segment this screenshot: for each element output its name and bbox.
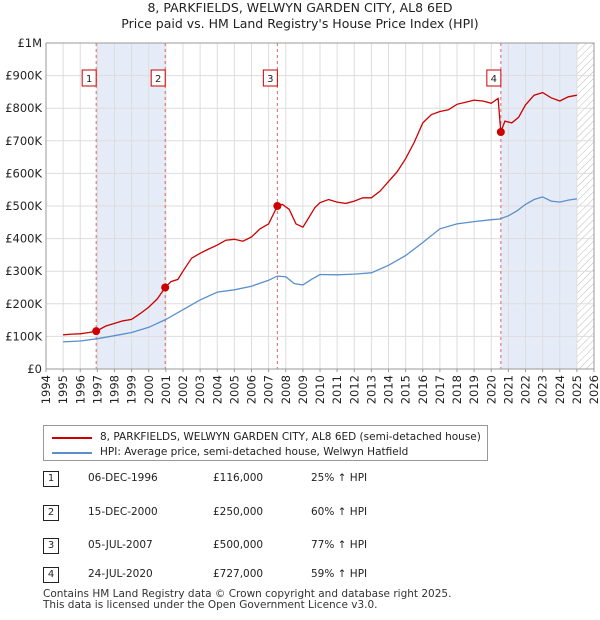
transaction-number: 2 bbox=[43, 505, 59, 521]
transaction-number: 1 bbox=[43, 471, 59, 487]
transaction-label-box bbox=[262, 69, 278, 87]
y-tick-label: £300K bbox=[5, 264, 42, 278]
transaction-number: 3 bbox=[43, 538, 59, 554]
x-tick-label: 2005 bbox=[227, 375, 241, 404]
transaction-date: 15-DEC-2000 bbox=[88, 506, 158, 518]
footer: Contains HM Land Registry data © Crown c… bbox=[43, 589, 451, 611]
legend-label-property: 8, PARKFIELDS, WELWYN GARDEN CITY, AL8 6… bbox=[100, 431, 481, 443]
transaction-price: £727,000 bbox=[213, 568, 264, 580]
x-tick-label: 2001 bbox=[159, 375, 173, 404]
y-tick-label: £600K bbox=[5, 166, 42, 180]
x-tick-label: 2008 bbox=[279, 375, 293, 404]
transaction-label-box bbox=[81, 69, 97, 87]
x-tick-label: 2016 bbox=[416, 375, 430, 404]
property-price-line bbox=[63, 91, 578, 336]
y-tick-label: £100K bbox=[5, 329, 42, 343]
x-tick-label: 2022 bbox=[519, 375, 533, 404]
x-tick-label: 2020 bbox=[484, 375, 498, 404]
x-tick-label: 2012 bbox=[347, 375, 361, 404]
transaction-date: 06-DEC-1996 bbox=[88, 472, 158, 484]
x-tick-label: 1998 bbox=[108, 375, 122, 404]
transaction-point bbox=[496, 127, 505, 136]
x-tick-label: 2013 bbox=[364, 375, 378, 404]
transaction-hpi-change: 77% ↑ HPI bbox=[311, 539, 368, 551]
transaction-label: 1 bbox=[86, 74, 92, 85]
transaction-date: 24-JUL-2020 bbox=[88, 568, 153, 580]
x-tick-label: 2010 bbox=[313, 375, 327, 404]
y-tick-label: £400K bbox=[5, 232, 42, 246]
y-tick-label: £200K bbox=[5, 297, 42, 311]
x-tick-label: 1995 bbox=[56, 375, 70, 404]
transaction-row: 3 05-JUL-2007 £500,000 77% ↑ HPI bbox=[43, 538, 443, 558]
x-tick-label: 2007 bbox=[262, 375, 276, 404]
hpi-line bbox=[63, 196, 577, 343]
legend-label-hpi: HPI: Average price, semi-detached house,… bbox=[100, 446, 409, 458]
transaction-price: £116,000 bbox=[213, 472, 264, 484]
transaction-row: 4 24-JUL-2020 £727,000 59% ↑ HPI bbox=[43, 567, 443, 587]
x-tick-label: 2018 bbox=[450, 375, 464, 404]
y-tick-label: £900K bbox=[5, 69, 42, 83]
x-tick-label: 2002 bbox=[176, 375, 190, 404]
transaction-point bbox=[273, 202, 282, 210]
chart-title-line1: 8, PARKFIELDS, WELWYN GARDEN CITY, AL8 6… bbox=[147, 0, 452, 15]
transaction-label-box bbox=[150, 69, 166, 87]
y-tick-label: £0 bbox=[27, 362, 42, 376]
legend-swatch-hpi bbox=[52, 452, 92, 454]
transaction-point bbox=[161, 283, 170, 292]
x-tick-label: 2009 bbox=[296, 375, 310, 404]
x-tick-label: 1994 bbox=[39, 375, 53, 404]
x-tick-label: 2021 bbox=[501, 375, 515, 404]
transaction-label: 3 bbox=[267, 74, 273, 85]
x-tick-label: 2026 bbox=[587, 375, 600, 404]
footer-line2: This data is licensed under the Open Gov… bbox=[43, 599, 378, 611]
legend-swatch-property bbox=[52, 437, 92, 439]
transaction-hpi-change: 25% ↑ HPI bbox=[311, 472, 368, 484]
x-tick-label: 2024 bbox=[553, 375, 567, 404]
transaction-label-box bbox=[486, 69, 502, 87]
x-tick-label: 2004 bbox=[210, 375, 224, 404]
transaction-price: £500,000 bbox=[213, 539, 264, 551]
transaction-hpi-change: 59% ↑ HPI bbox=[311, 568, 368, 580]
transaction-number: 4 bbox=[43, 567, 59, 583]
transaction-label: 4 bbox=[491, 74, 497, 85]
y-tick-label: £1M bbox=[17, 36, 42, 50]
x-tick-label: 2006 bbox=[245, 375, 259, 404]
x-tick-label: 2011 bbox=[330, 375, 344, 404]
transaction-date: 05-JUL-2007 bbox=[88, 539, 153, 551]
transaction-hpi-change: 60% ↑ HPI bbox=[311, 506, 368, 518]
transaction-row: 2 15-DEC-2000 £250,000 60% ↑ HPI bbox=[43, 505, 443, 525]
transaction-label: 2 bbox=[155, 74, 161, 85]
x-tick-label: 2000 bbox=[142, 375, 156, 404]
x-tick-label: 2003 bbox=[193, 375, 207, 404]
x-tick-label: 1996 bbox=[73, 375, 87, 404]
x-tick-label: 1999 bbox=[125, 375, 139, 404]
x-tick-label: 2023 bbox=[536, 375, 550, 404]
x-tick-label: 2019 bbox=[467, 375, 481, 404]
footer-line1: Contains HM Land Registry data © Crown c… bbox=[43, 588, 452, 600]
y-tick-label: £800K bbox=[5, 101, 42, 115]
transaction-point bbox=[92, 327, 101, 336]
y-tick-label: £700K bbox=[5, 134, 42, 148]
transaction-row: 1 06-DEC-1996 £116,000 25% ↑ HPI bbox=[43, 471, 443, 491]
x-tick-label: 1997 bbox=[90, 375, 104, 404]
price-chart: 8, PARKFIELDS, WELWYN GARDEN CITY, AL8 6… bbox=[5, 0, 600, 404]
x-tick-label: 2015 bbox=[399, 375, 413, 404]
x-tick-label: 2014 bbox=[382, 375, 396, 404]
x-tick-label: 2025 bbox=[570, 375, 584, 404]
chart-title-line2: Price paid vs. HM Land Registry's House … bbox=[121, 16, 478, 31]
transaction-price: £250,000 bbox=[213, 506, 264, 518]
y-tick-label: £500K bbox=[5, 199, 42, 213]
x-tick-label: 2017 bbox=[433, 375, 447, 404]
legend: 8, PARKFIELDS, WELWYN GARDEN CITY, AL8 6… bbox=[43, 425, 488, 461]
